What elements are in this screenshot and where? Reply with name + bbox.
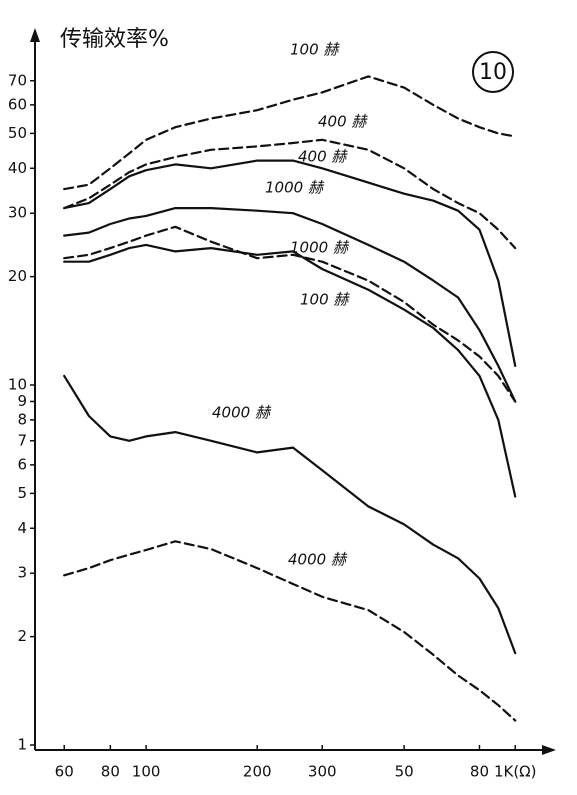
- y-tick-label: 1: [17, 736, 27, 754]
- y-tick-label: 6: [17, 455, 27, 473]
- x-tick-label: 1K(Ω): [494, 763, 537, 781]
- y-tick-label: 20: [8, 267, 27, 285]
- series-line: [63, 374, 517, 655]
- series-label: 400 赫: [298, 148, 348, 166]
- series-label: 400 赫: [318, 113, 368, 131]
- y-tick-label: 30: [8, 204, 27, 222]
- y-tick-label: 4: [17, 519, 27, 537]
- circle-marker: [472, 51, 514, 93]
- y-tick-label: 5: [17, 484, 27, 502]
- series-label: 1000 赫: [290, 239, 350, 257]
- y-tick-label: 10: [8, 376, 27, 394]
- series-line: [63, 138, 517, 250]
- y-tick-label: 70: [8, 71, 27, 89]
- x-tick-label: 100: [132, 763, 161, 781]
- x-tick-label: 60: [55, 763, 74, 781]
- y-tick-label: 7: [17, 431, 27, 449]
- x-tick-label: 50: [395, 763, 414, 781]
- figure-number: 10: [479, 60, 507, 85]
- series-label: 100 赫: [290, 41, 340, 59]
- series-line: [63, 243, 517, 498]
- y-tick-label: 8: [17, 410, 27, 428]
- series-label: 100 赫: [300, 291, 350, 309]
- series-label: 4000 赫: [288, 551, 348, 569]
- series-line: [63, 225, 517, 403]
- y-axis-arrow: [30, 28, 40, 42]
- x-tick-label: 300: [308, 763, 337, 781]
- series-label: 4000 赫: [212, 404, 272, 422]
- y-tick-label: 60: [8, 95, 27, 113]
- y-tick-label: 9: [17, 392, 27, 410]
- x-tick-label: 80: [470, 763, 489, 781]
- chart-title: 传输效率%: [60, 27, 169, 52]
- series-line: [63, 75, 517, 191]
- y-tick-label: 40: [8, 159, 27, 177]
- series-line: [63, 159, 517, 367]
- y-tick-label: 50: [8, 124, 27, 142]
- series-line: [63, 207, 517, 403]
- x-tick-label: 200: [243, 763, 272, 781]
- y-tick-label: 2: [17, 627, 27, 645]
- series-line: [63, 540, 517, 722]
- series-label: 1000 赫: [265, 179, 325, 197]
- x-tick-label: 80: [101, 763, 120, 781]
- x-axis-arrow: [542, 745, 556, 755]
- y-tick-label: 3: [17, 564, 27, 582]
